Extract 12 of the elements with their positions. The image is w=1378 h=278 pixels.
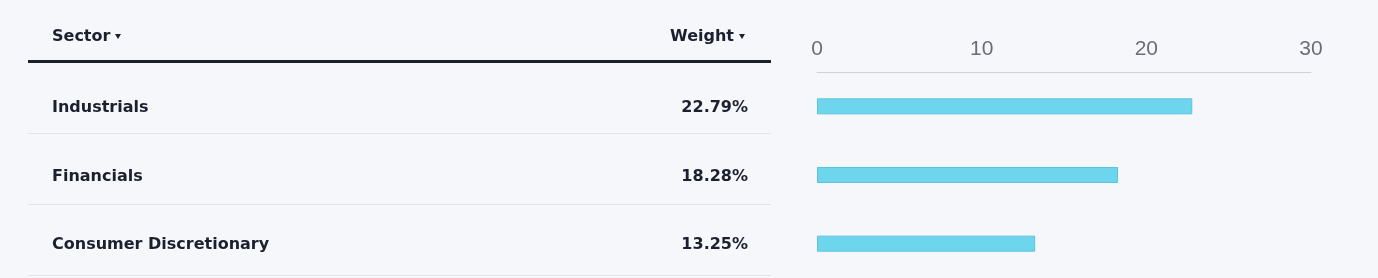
x2-tick-label: 30 bbox=[1299, 36, 1323, 59]
data-label: 13.25% bbox=[681, 234, 748, 254]
y-tick-label: Industrials bbox=[52, 96, 149, 116]
data-label: 18.28% bbox=[681, 165, 748, 185]
data-label: 22.79% bbox=[681, 96, 748, 116]
x2-tick-label: 0 bbox=[811, 36, 823, 59]
text: Weight bbox=[670, 26, 734, 45]
y-tick-label: Financials bbox=[52, 165, 143, 185]
y-axis-title: Sector bbox=[52, 26, 111, 45]
y-tick-label: Consumer Discretionary bbox=[52, 234, 270, 254]
x2-tick-label: 20 bbox=[1134, 36, 1159, 59]
x2-tick-label: 10 bbox=[969, 36, 994, 59]
